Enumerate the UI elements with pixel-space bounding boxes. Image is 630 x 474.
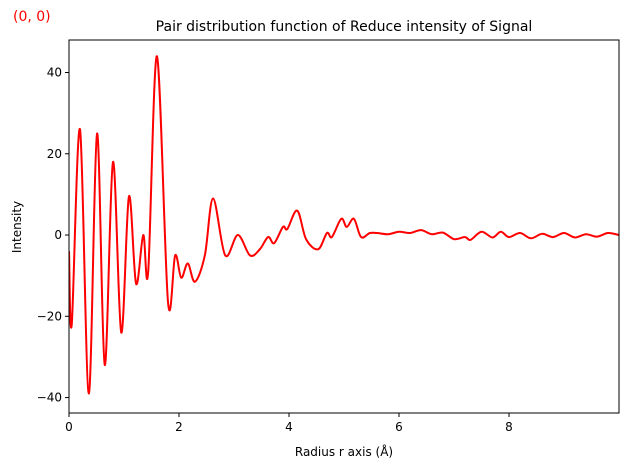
x-tick-label: 4 <box>285 420 293 434</box>
plot-frame <box>68 39 620 414</box>
x-tick-label: 0 <box>65 420 73 434</box>
x-axis-label: Radius r axis (Å) <box>295 444 393 459</box>
y-tick-label: −20 <box>37 309 62 323</box>
data-line <box>69 55 619 395</box>
y-tick-label: 20 <box>47 147 62 161</box>
x-tick-label: 6 <box>395 420 403 434</box>
chart-title: Pair distribution function of Reduce int… <box>156 19 533 35</box>
x-tick-label: 2 <box>175 420 183 434</box>
y-tick-label: 0 <box>54 228 62 242</box>
y-tick-label: −40 <box>37 391 62 405</box>
annotation: (0, 0) <box>13 9 51 25</box>
x-tick-label: 8 <box>505 420 513 434</box>
y-tick-label: 40 <box>47 66 62 80</box>
y-axis-label: Intensity <box>10 201 24 253</box>
